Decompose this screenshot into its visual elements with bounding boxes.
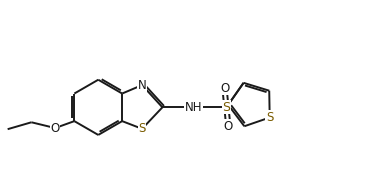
Text: N: N: [138, 79, 146, 92]
Text: O: O: [51, 122, 60, 135]
Text: O: O: [220, 82, 229, 95]
Text: NH: NH: [185, 101, 203, 114]
Text: S: S: [266, 111, 273, 124]
Text: O: O: [224, 120, 233, 133]
Text: S: S: [138, 122, 146, 135]
Text: S: S: [223, 101, 230, 114]
